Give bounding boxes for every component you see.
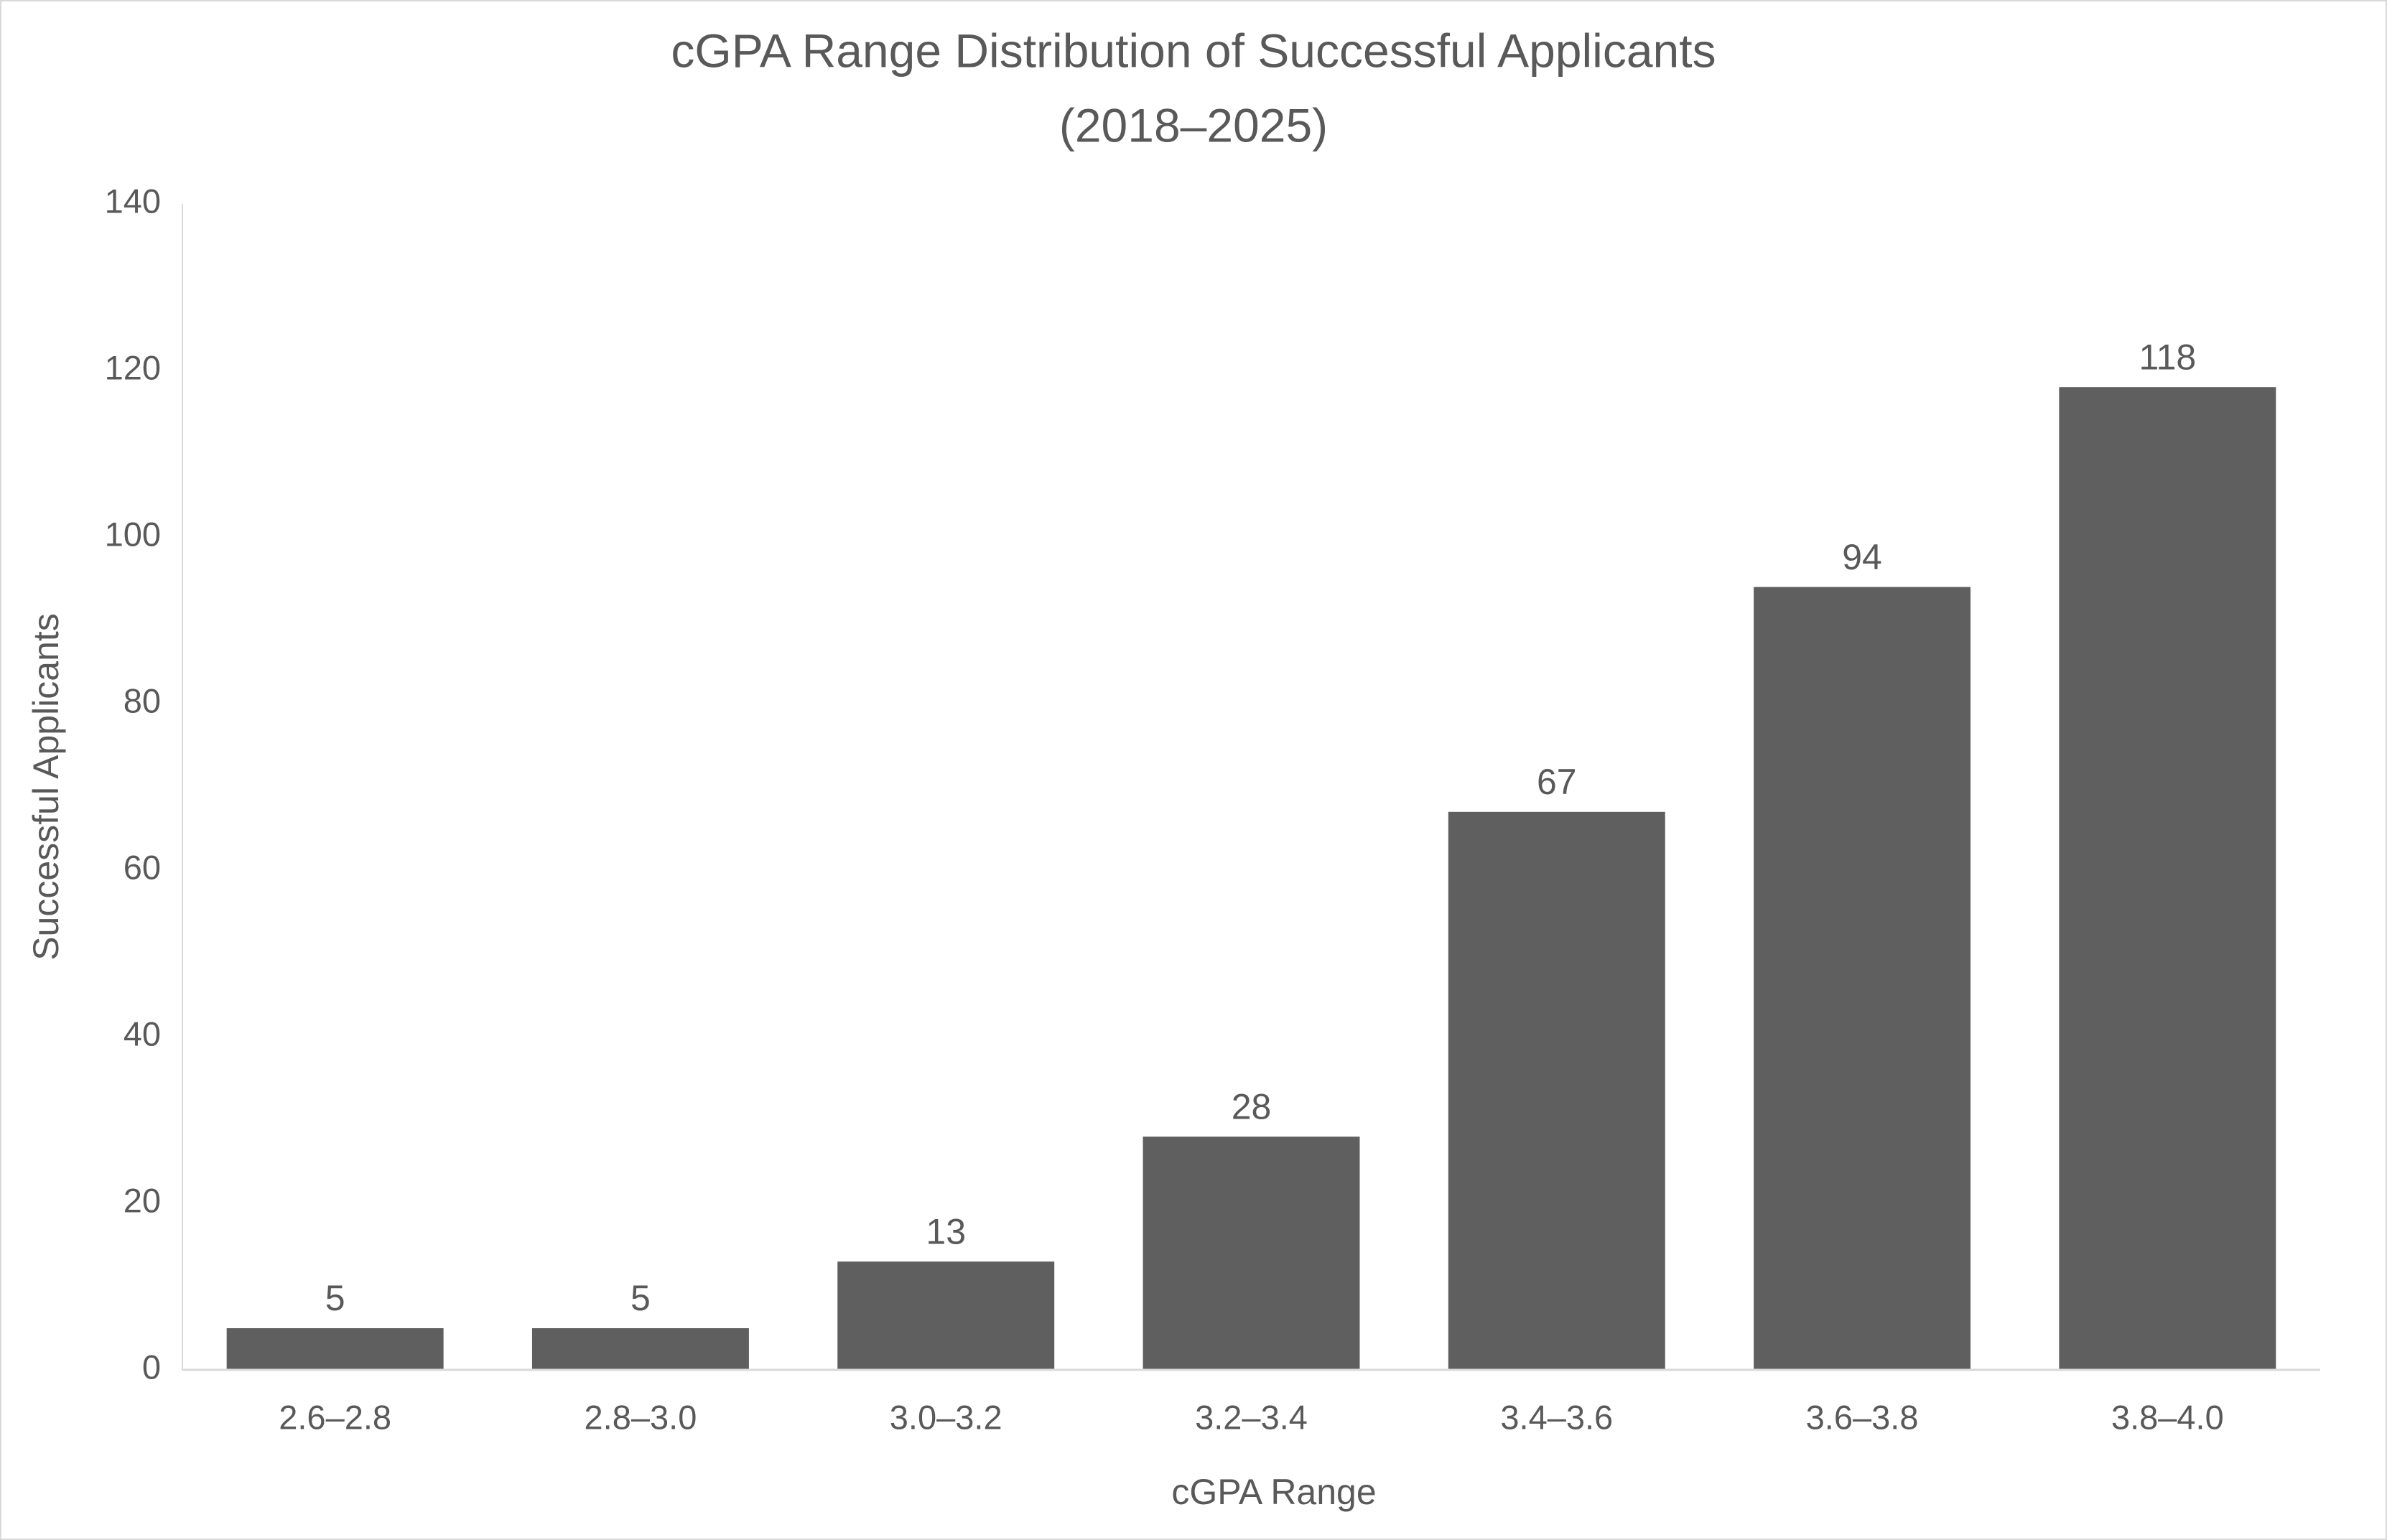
- bar: [1143, 1137, 1360, 1370]
- bar: [531, 1328, 749, 1370]
- y-axis-title: Successful Applicants: [26, 613, 66, 961]
- value-label: 118: [2139, 337, 2196, 377]
- y-tick-label: 100: [105, 515, 161, 553]
- bar: [226, 1328, 444, 1370]
- value-label: 67: [1537, 762, 1577, 802]
- x-tick-label: 3.6–3.8: [1806, 1398, 1919, 1436]
- y-tick-label: 140: [105, 182, 161, 220]
- y-tick-label: 80: [124, 681, 161, 719]
- bar: [2059, 387, 2276, 1371]
- chart-subtitle: (2018–2025): [1059, 98, 1328, 151]
- bar: [1754, 587, 1971, 1370]
- x-tick-label: 3.4–3.6: [1500, 1398, 1613, 1436]
- chart-title: cGPA Range Distribution of Successful Ap…: [671, 24, 1716, 77]
- x-tick-label: 2.8–3.0: [585, 1398, 697, 1436]
- y-tick-label: 60: [124, 848, 161, 886]
- y-tick-label: 20: [124, 1181, 161, 1219]
- x-tick-label: 3.0–3.2: [890, 1398, 1002, 1436]
- x-tick-label: 3.8–4.0: [2111, 1398, 2224, 1436]
- value-label: 94: [1842, 537, 1882, 577]
- value-label: 13: [926, 1211, 966, 1251]
- y-tick-label: 0: [142, 1348, 161, 1386]
- x-tick-label: 3.2–3.4: [1195, 1398, 1308, 1436]
- value-label: 28: [1232, 1086, 1272, 1126]
- value-label: 5: [325, 1278, 345, 1318]
- y-tick-label: 40: [124, 1014, 161, 1053]
- bar: [1448, 811, 1665, 1370]
- bar: [837, 1261, 1055, 1370]
- x-axis-title: cGPA Range: [1171, 1472, 1376, 1512]
- x-tick-label: 2.6–2.8: [279, 1398, 391, 1436]
- y-tick-label: 120: [105, 348, 161, 386]
- value-label: 5: [631, 1278, 651, 1318]
